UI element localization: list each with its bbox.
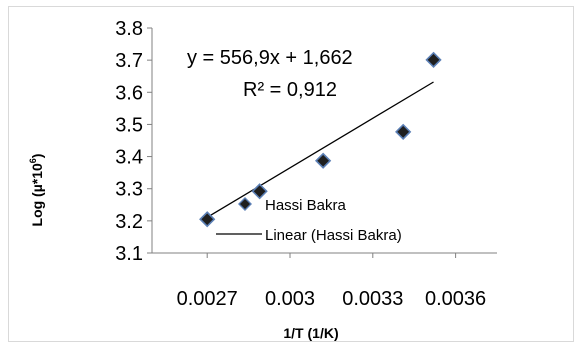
x-tick-label: 0.0036 <box>425 288 486 310</box>
r-squared-label: R² = 0,912 <box>243 79 337 101</box>
x-tick-label: 0.003 <box>265 288 315 310</box>
y-axis-title-close: ) <box>29 154 45 159</box>
data-point <box>395 123 412 140</box>
y-tick-label: 3.2 <box>115 211 143 233</box>
x-axis-title: 1/T (1/K) <box>283 325 338 341</box>
y-tick-label: 3.7 <box>115 50 143 72</box>
y-tick-group: 3.1 3.2 3.3 3.4 3.5 3.6 3.7 3.8 <box>115 18 152 265</box>
x-tick-label: 0.0027 <box>177 288 238 310</box>
chart-frame <box>8 6 574 342</box>
data-point <box>425 51 442 68</box>
data-point <box>199 211 216 228</box>
data-point <box>314 152 332 169</box>
y-axis-title-main: Log (µ*10 <box>29 163 45 227</box>
y-tick-label: 3.4 <box>115 147 143 169</box>
y-axis-title: Log (µ*106) <box>28 154 45 227</box>
trendline <box>206 81 434 218</box>
x-tick-group: 0.0027 0.003 0.0033 0.0036 <box>177 253 486 310</box>
data-point-group <box>199 51 442 228</box>
y-tick-label: 3.3 <box>115 179 143 201</box>
y-tick-label: 3.5 <box>115 114 143 136</box>
legend-label-series: Hassi Bakra <box>265 197 347 214</box>
y-axis-title-superscript: 6 <box>28 158 38 163</box>
legend-label-trend: Linear (Hassi Bakra) <box>265 227 402 244</box>
data-point <box>251 183 268 200</box>
x-tick-label: 0.0033 <box>342 288 403 310</box>
y-tick-label: 3.8 <box>115 18 143 40</box>
trendline-equation: y = 556,9x + 1,662 <box>187 47 353 69</box>
legend: Hassi Bakra Linear (Hassi Bakra) <box>216 197 402 244</box>
y-tick-label: 3.1 <box>115 243 143 265</box>
legend-marker-diamond <box>238 197 252 211</box>
y-tick-label: 3.6 <box>115 82 143 104</box>
